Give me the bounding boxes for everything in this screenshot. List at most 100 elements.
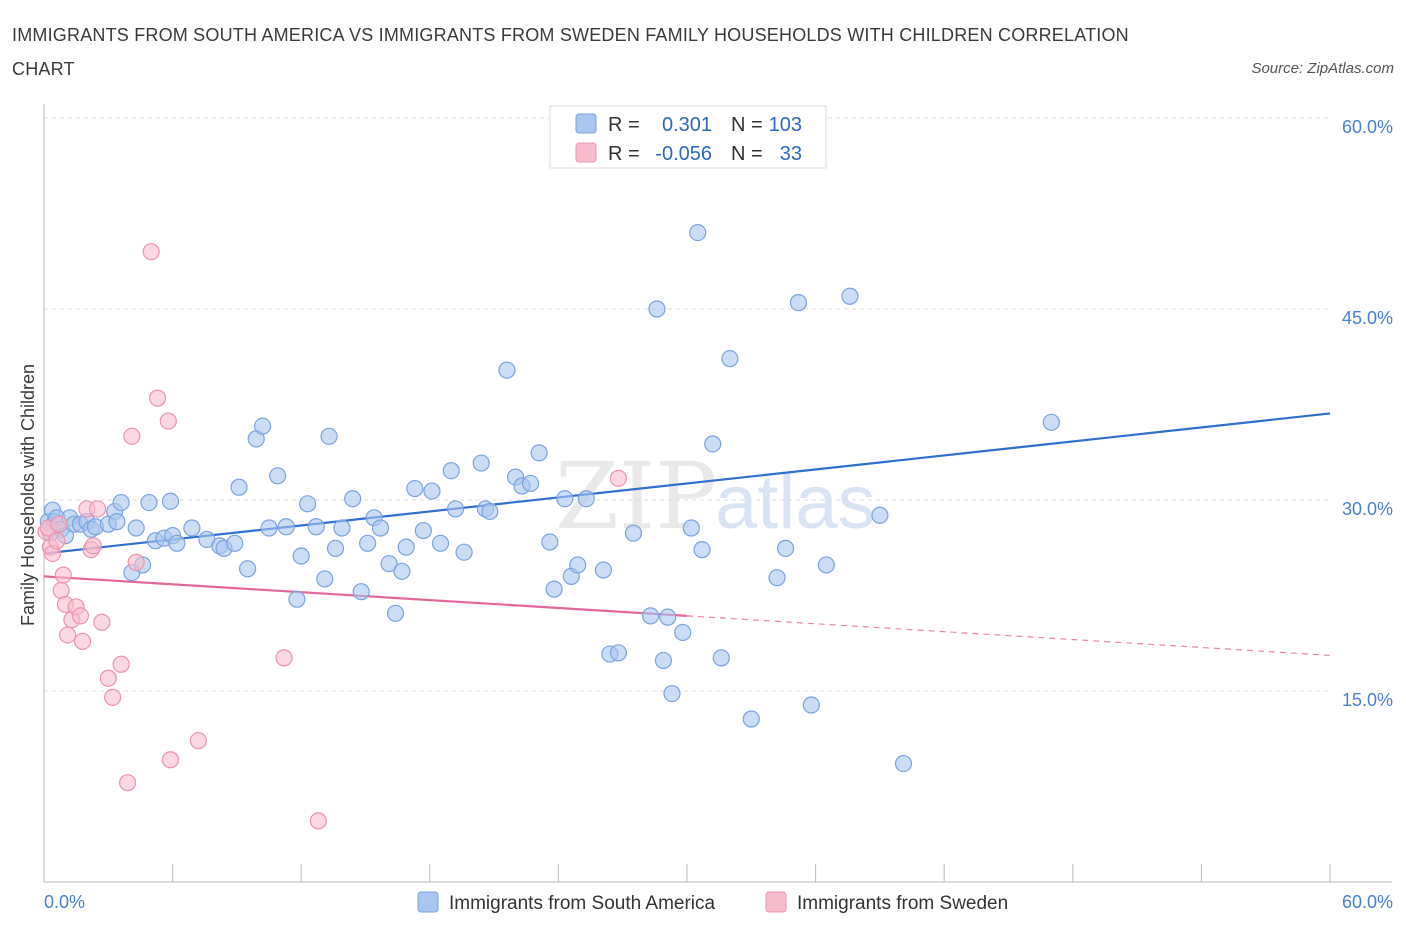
data-point-sweden — [58, 626, 77, 644]
data-point-south-america — [112, 493, 130, 512]
data-point-sweden — [189, 732, 207, 750]
data-point-south-america — [894, 754, 913, 773]
data-point-south-america — [277, 518, 295, 536]
y-tick-label: 15.0% — [1342, 690, 1393, 710]
data-point-south-america — [776, 539, 795, 557]
y-tick-label: 30.0% — [1342, 499, 1393, 519]
data-point-south-america — [693, 541, 711, 559]
grid-lines — [44, 117, 1330, 692]
data-point-south-america — [1042, 413, 1060, 431]
y-axis-label: Family Households with Children — [18, 364, 38, 626]
legend-n-label-1: N = — [731, 114, 763, 136]
y-tick-label: 60.0% — [1342, 117, 1393, 137]
data-point-sweden — [103, 688, 122, 706]
data-point-sweden — [73, 632, 92, 650]
trend-line-sweden-projection — [686, 615, 1331, 656]
data-point-south-america — [406, 479, 424, 498]
data-point-sweden — [123, 427, 141, 445]
data-point-south-america — [871, 506, 889, 524]
data-point-south-america — [299, 495, 317, 513]
data-point-south-america — [344, 490, 362, 508]
data-point-south-america — [393, 562, 411, 580]
data-point-south-america — [674, 623, 692, 642]
data-point-south-america — [541, 533, 559, 551]
data-point-south-america — [352, 583, 370, 601]
x-tick-label-max: 60.0% — [1342, 892, 1393, 912]
data-point-south-america — [226, 534, 244, 552]
series-legend-label-blue: Immigrants from South America — [449, 893, 716, 914]
data-point-south-america — [682, 519, 700, 537]
legend-r-label-2: R = — [608, 143, 640, 165]
data-point-south-america — [254, 417, 272, 435]
data-point-south-america — [654, 651, 673, 670]
data-point-south-america — [768, 569, 786, 587]
data-point-south-america — [659, 608, 677, 626]
series-legend-swatch-blue — [417, 891, 439, 913]
data-point-south-america — [161, 492, 180, 510]
data-point-south-america — [530, 444, 548, 462]
data-point-south-america — [624, 524, 643, 542]
data-point-sweden — [118, 774, 137, 792]
data-point-south-america — [841, 287, 859, 305]
data-point-south-america — [521, 474, 540, 493]
watermark-atlas: atlas — [715, 460, 876, 545]
data-point-south-america — [577, 490, 595, 508]
legend-swatch-pink — [575, 142, 597, 163]
chart-title: IMMIGRANTS FROM SOUTH AMERICA VS IMMIGRA… — [12, 25, 1129, 79]
axes — [43, 104, 1392, 883]
data-point-south-america — [326, 539, 345, 557]
data-point-south-america — [742, 710, 760, 728]
data-point-south-america — [316, 570, 334, 588]
data-point-sweden — [142, 243, 160, 261]
data-point-south-america — [663, 684, 681, 703]
legend-n-value-1: 103 — [769, 114, 802, 136]
scatter-points — [37, 224, 1060, 830]
series-legend: Immigrants from South America Immigrants… — [417, 891, 1008, 914]
data-point-south-america — [569, 556, 587, 574]
data-point-south-america — [230, 478, 248, 496]
data-point-sweden — [71, 607, 90, 625]
data-point-sweden — [88, 500, 107, 518]
data-point-south-america — [817, 556, 835, 574]
data-point-south-america — [789, 294, 808, 312]
chart-source: Source: ZipAtlas.com — [1251, 60, 1394, 77]
data-point-south-america — [446, 500, 465, 518]
data-point-south-america — [556, 490, 574, 508]
data-point-south-america — [802, 696, 820, 714]
y-tick-labels: 15.0% 30.0% 45.0% 60.0% — [1342, 117, 1393, 710]
legend-r-value-1: 0.301 — [662, 114, 712, 136]
data-point-south-america — [481, 502, 499, 521]
data-point-south-america — [320, 427, 338, 445]
data-point-south-america — [704, 435, 722, 453]
data-point-south-america — [307, 518, 325, 536]
data-point-south-america — [292, 547, 310, 565]
data-point-sweden — [309, 812, 327, 830]
data-point-south-america — [648, 300, 666, 318]
data-point-south-america — [386, 604, 405, 622]
legend-r-value-2: -0.056 — [655, 143, 712, 165]
data-point-south-america — [140, 493, 158, 512]
data-point-south-america — [689, 224, 707, 242]
data-point-sweden — [161, 751, 180, 769]
data-point-sweden — [609, 469, 628, 487]
data-point-south-america — [333, 519, 351, 537]
data-point-south-america — [455, 543, 473, 561]
data-point-sweden — [84, 537, 102, 555]
data-point-south-america — [380, 555, 398, 573]
data-point-sweden — [48, 532, 66, 550]
data-point-south-america — [594, 561, 613, 579]
data-point-south-america — [108, 513, 126, 531]
data-point-sweden — [275, 649, 293, 667]
legend-r-label-1: R = — [608, 114, 640, 136]
data-point-sweden — [50, 515, 68, 533]
data-point-south-america — [472, 454, 490, 472]
data-point-sweden — [54, 566, 72, 584]
legend-n-label-2: N = — [731, 143, 763, 165]
data-point-south-america — [498, 361, 516, 379]
data-point-south-america — [423, 482, 441, 500]
data-point-south-america — [359, 534, 377, 552]
data-point-south-america — [239, 560, 257, 578]
data-point-south-america — [414, 521, 432, 540]
data-point-south-america — [712, 649, 730, 667]
data-point-south-america — [545, 580, 563, 598]
